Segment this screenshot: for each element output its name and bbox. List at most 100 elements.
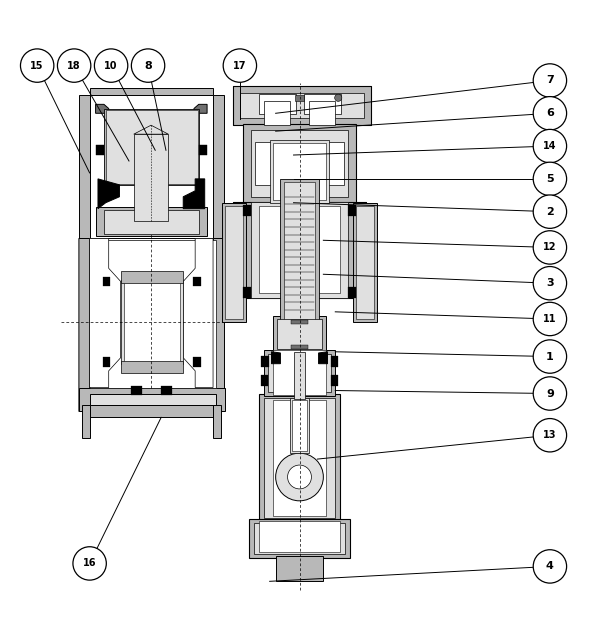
Bar (193, 277, 201, 286)
Bar (280, 179, 319, 322)
Polygon shape (90, 238, 120, 387)
Bar (104, 109, 199, 185)
Text: 13: 13 (543, 430, 556, 441)
Polygon shape (233, 86, 371, 125)
Text: 3: 3 (546, 278, 553, 288)
Circle shape (20, 49, 54, 82)
Circle shape (223, 49, 256, 82)
Circle shape (335, 94, 342, 101)
Bar (120, 271, 183, 283)
Bar (120, 280, 183, 363)
Circle shape (533, 162, 567, 195)
Bar (243, 288, 250, 298)
Circle shape (533, 377, 567, 410)
Bar (123, 283, 180, 361)
Polygon shape (90, 95, 104, 104)
Polygon shape (134, 125, 168, 134)
Bar (106, 110, 198, 184)
Bar (243, 205, 250, 216)
Polygon shape (319, 352, 328, 363)
Bar (103, 357, 110, 367)
Circle shape (533, 267, 567, 300)
Circle shape (131, 49, 165, 82)
Bar (264, 101, 290, 125)
Bar (268, 354, 331, 392)
Bar (284, 197, 315, 215)
Bar (349, 288, 356, 298)
Text: 18: 18 (67, 61, 81, 71)
Text: 14: 14 (543, 141, 556, 151)
Text: 16: 16 (83, 559, 96, 568)
Polygon shape (90, 406, 213, 417)
Text: 4: 4 (546, 561, 554, 571)
Circle shape (276, 453, 323, 501)
Polygon shape (82, 406, 90, 438)
Bar (104, 210, 199, 234)
Text: 5: 5 (546, 174, 553, 184)
Bar (254, 523, 345, 554)
Circle shape (533, 130, 567, 163)
Bar (193, 357, 201, 367)
Bar (199, 145, 207, 155)
Circle shape (95, 49, 128, 82)
Text: 12: 12 (543, 243, 556, 252)
Bar (273, 316, 326, 352)
Text: 17: 17 (233, 61, 247, 71)
Bar (356, 205, 374, 319)
Bar (259, 94, 296, 114)
Bar (291, 345, 308, 349)
Polygon shape (183, 179, 205, 209)
Bar (276, 556, 323, 581)
Polygon shape (79, 95, 90, 238)
Bar (222, 203, 246, 322)
Bar (131, 386, 142, 395)
Bar (277, 319, 322, 349)
Circle shape (533, 195, 567, 228)
Text: 15: 15 (31, 61, 44, 71)
Text: 2: 2 (546, 207, 554, 217)
Circle shape (533, 64, 567, 97)
Bar (90, 240, 216, 387)
Bar (349, 205, 356, 216)
Polygon shape (90, 394, 216, 406)
Circle shape (288, 465, 311, 489)
Bar (120, 361, 183, 373)
Text: 8: 8 (144, 61, 152, 71)
Polygon shape (233, 202, 366, 298)
Bar (273, 350, 326, 395)
Bar (233, 86, 371, 125)
Text: 9: 9 (546, 389, 554, 399)
Polygon shape (194, 104, 207, 113)
Bar (103, 277, 110, 286)
Bar (90, 95, 213, 238)
Polygon shape (213, 406, 221, 438)
Bar (284, 182, 315, 319)
Circle shape (533, 302, 567, 336)
Bar (240, 93, 364, 118)
Bar (96, 207, 207, 236)
Polygon shape (79, 238, 94, 411)
Bar (255, 142, 291, 185)
Bar (243, 124, 356, 203)
Polygon shape (96, 104, 108, 113)
Bar (290, 398, 309, 453)
Circle shape (73, 547, 107, 580)
Bar (308, 142, 344, 185)
Circle shape (533, 340, 567, 374)
Bar (250, 202, 349, 298)
Polygon shape (90, 88, 213, 95)
Polygon shape (199, 95, 213, 104)
Bar (261, 356, 269, 367)
Bar (292, 400, 307, 451)
Circle shape (533, 418, 567, 452)
Circle shape (533, 97, 567, 130)
Bar (249, 520, 350, 558)
Bar (331, 375, 338, 386)
Bar (353, 203, 377, 322)
Polygon shape (213, 95, 224, 238)
Bar (295, 95, 304, 101)
Bar (264, 350, 335, 396)
Bar (273, 143, 326, 200)
Circle shape (58, 49, 91, 82)
Bar (250, 130, 349, 197)
